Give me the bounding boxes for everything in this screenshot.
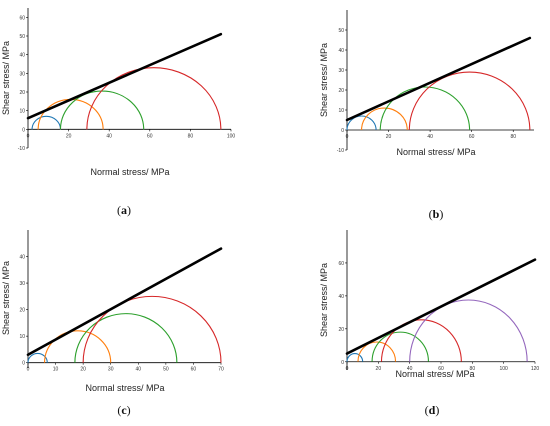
- y-tick-label: 0: [22, 127, 25, 133]
- panel-a: 0 20 40 60 80 100 -10 0 10 20 30 40 50 60 Normal stres…: [1, 8, 235, 217]
- x-tick-label: 0: [27, 367, 30, 373]
- mohr-circle-green: [371, 331, 430, 362]
- mohr-circle-red: [380, 319, 462, 362]
- y-axis-label: Shear stress/ MPa: [1, 261, 11, 335]
- y-tick-label: 0: [341, 128, 344, 134]
- x-tick-label: 40: [407, 366, 413, 372]
- y-tick-label: 20: [19, 90, 25, 96]
- x-tick-label: 50: [163, 367, 169, 373]
- y-tick-label: 30: [338, 68, 344, 74]
- x-tick-label: 80: [510, 134, 516, 140]
- y-tick-label: 40: [338, 294, 344, 300]
- x-tick-label: 60: [469, 134, 475, 140]
- x-tick-label: 120: [531, 366, 540, 372]
- y-tick-label: 30: [19, 281, 25, 287]
- failure-envelope-line: [345, 258, 537, 355]
- mohr-circle-green: [379, 86, 471, 131]
- y-tick-label: 20: [338, 88, 344, 94]
- mohr-circle-blue: [346, 115, 377, 131]
- x-tick-label: 80: [188, 133, 194, 139]
- y-tick-label: 30: [19, 71, 25, 77]
- mohr-circle-blue: [27, 352, 48, 363]
- x-axis-label: Normal stress/ MPa: [395, 369, 474, 379]
- y-tick-label: -10: [337, 148, 344, 154]
- mohr-circle-orange: [360, 107, 408, 131]
- y-axis-label: Shear stress/ MPa: [319, 263, 329, 337]
- y-tick-label: 50: [338, 28, 344, 34]
- x-tick-label: 100: [227, 133, 236, 139]
- mohr-circle-green: [74, 313, 178, 363]
- y-tick-label: 0: [22, 361, 25, 367]
- x-tick-label: 0: [27, 133, 30, 139]
- y-tick-label: 60: [19, 15, 25, 21]
- x-tick-label: 20: [376, 366, 382, 372]
- y-tick-label: 20: [19, 308, 25, 314]
- x-tick-label: 20: [386, 134, 392, 140]
- y-tick-label: 10: [19, 109, 25, 115]
- y-tick-label: 0: [341, 360, 344, 366]
- x-tick-label: 60: [438, 366, 444, 372]
- y-tick-label: 20: [338, 327, 344, 333]
- mohr-circle-blue: [346, 353, 364, 362]
- x-tick-label: 40: [427, 134, 433, 140]
- y-tick-label: 10: [19, 334, 25, 340]
- mohr-circle-red: [86, 67, 222, 130]
- mohr-circle-red: [408, 71, 531, 131]
- panel-b: 0 20 40 60 80 -10 0 10 20 30 40 50 Normal stress/ MP…: [319, 10, 534, 221]
- panel-label: (b): [429, 207, 444, 221]
- y-tick-label: -10: [18, 146, 25, 152]
- y-axis-label: Shear stress/ MPa: [319, 43, 329, 117]
- mohr-circle-orange: [357, 341, 397, 362]
- mohr-circle-green: [59, 90, 145, 130]
- x-axis-label: Normal stress/ MPa: [396, 147, 475, 157]
- failure-envelope-line: [26, 247, 223, 357]
- x-tick-label: 20: [66, 133, 72, 139]
- x-tick-label: 60: [147, 133, 153, 139]
- x-tick-label: 10: [53, 367, 59, 373]
- x-tick-label: 70: [218, 367, 224, 373]
- failure-envelope-line: [345, 36, 532, 122]
- mohr-circle-orange: [43, 330, 112, 363]
- y-tick-label: 50: [19, 34, 25, 40]
- x-axis-label: Normal stress/ MPa: [85, 383, 164, 393]
- failure-envelope-line: [26, 32, 223, 120]
- y-tick-label: 40: [19, 255, 25, 261]
- x-tick-label: 40: [106, 133, 112, 139]
- y-axis-label: Shear stress/ MPa: [1, 41, 11, 115]
- x-axis-label: Normal stress/ MPa: [90, 167, 169, 177]
- x-tick-label: 80: [470, 366, 476, 372]
- mohr-circle-blue: [31, 115, 62, 130]
- x-tick-label: 40: [136, 367, 142, 373]
- x-tick-label: 30: [108, 367, 114, 373]
- panel-label: (d): [425, 403, 440, 417]
- panel-label: (a): [117, 203, 131, 217]
- y-tick-label: 60: [338, 261, 344, 267]
- panel-label: (c): [117, 403, 130, 417]
- y-tick-label: 40: [338, 48, 344, 54]
- mohr-circle-purple: [409, 299, 528, 362]
- x-tick-label: 20: [80, 367, 86, 373]
- x-tick-label: 0: [346, 366, 349, 372]
- panel-c: 0 10 20 30 40 50 60 70 0 10 20 30 40 Normal stress/ M…: [1, 230, 224, 417]
- x-tick-label: 60: [191, 367, 197, 373]
- x-tick-label: 0: [346, 134, 349, 140]
- y-tick-label: 40: [19, 53, 25, 59]
- y-tick-label: 10: [338, 108, 344, 114]
- x-tick-label: 100: [499, 366, 508, 372]
- mohr-circle-red: [82, 295, 222, 363]
